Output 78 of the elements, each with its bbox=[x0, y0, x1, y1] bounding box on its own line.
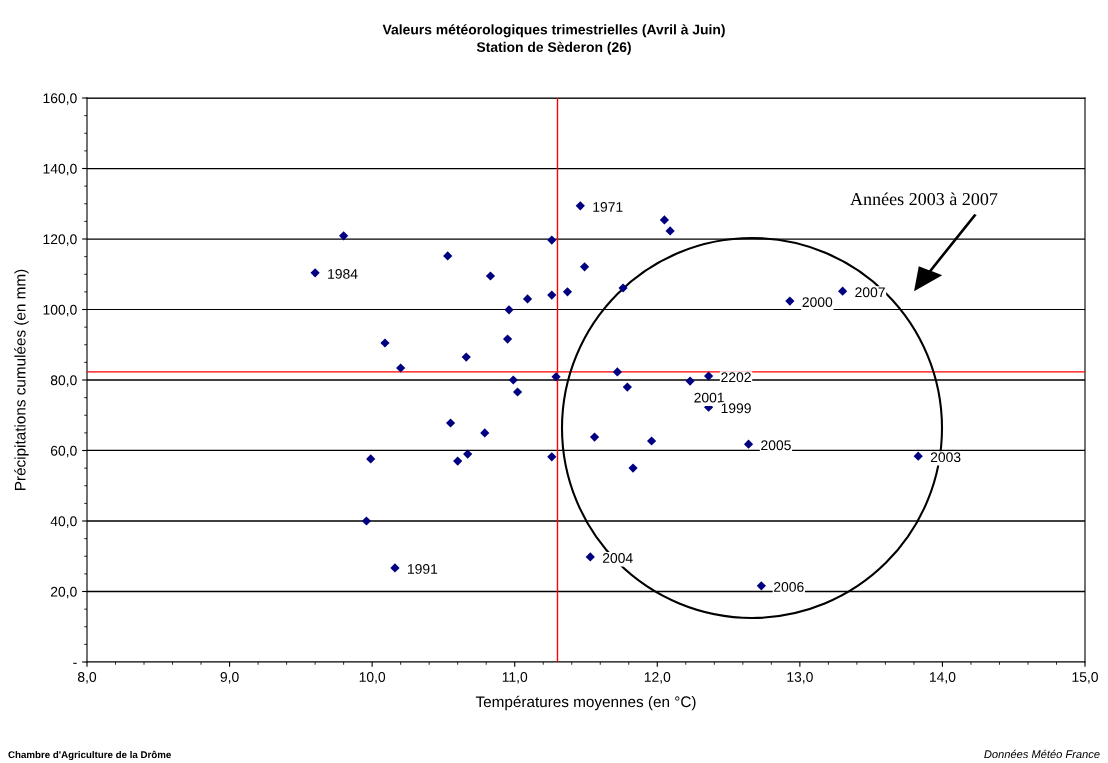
y-tick-label: 80,0 bbox=[50, 375, 77, 387]
point bbox=[704, 371, 714, 381]
point bbox=[508, 375, 518, 385]
point bbox=[366, 454, 376, 464]
y-tick-label: 20,0 bbox=[50, 586, 77, 599]
point bbox=[575, 201, 585, 211]
text: Données Météo France bbox=[984, 749, 1100, 759]
x-tick-label: 13,0 bbox=[787, 672, 813, 684]
point bbox=[512, 387, 523, 397]
chart-title: Valeurs météorologiques trimestrielles (Avril à Juin) bbox=[382, 24, 725, 38]
y-tick-label: 100,0 bbox=[43, 304, 77, 317]
point bbox=[547, 235, 557, 245]
point bbox=[504, 305, 514, 315]
point bbox=[445, 418, 456, 428]
point bbox=[685, 376, 695, 386]
point bbox=[396, 363, 406, 373]
point bbox=[628, 463, 638, 473]
point bbox=[838, 286, 848, 296]
x-tick-label: 11,0 bbox=[502, 672, 528, 684]
point bbox=[659, 215, 670, 225]
point bbox=[443, 251, 453, 261]
point bbox=[913, 451, 923, 461]
point bbox=[743, 439, 754, 449]
point bbox=[485, 271, 496, 281]
point bbox=[522, 294, 533, 304]
text: Chambre d'Agriculture de la Drôme bbox=[8, 750, 171, 761]
point bbox=[589, 432, 600, 442]
y-tick-label: 120,0 bbox=[43, 234, 77, 246]
point bbox=[310, 268, 320, 278]
point bbox=[622, 382, 632, 392]
y-axis-title: Précipitations cumulées (en mm) bbox=[14, 269, 29, 490]
point bbox=[502, 334, 513, 344]
x-tick-label: 9,0 bbox=[220, 672, 239, 684]
annotation: 2003 bbox=[930, 452, 961, 463]
x-tick-label: 8,0 bbox=[77, 672, 97, 684]
point bbox=[585, 552, 595, 562]
annotation: 1984 bbox=[328, 268, 358, 279]
point bbox=[463, 449, 473, 459]
chart-subtitle: Station de Sèderon (26) bbox=[476, 41, 631, 55]
x-tick-label: 10,0 bbox=[359, 672, 386, 684]
annotation: 2000 bbox=[802, 297, 833, 308]
point bbox=[665, 226, 675, 236]
point bbox=[380, 338, 390, 348]
annotation: 1991 bbox=[407, 564, 438, 574]
point bbox=[547, 452, 557, 462]
point bbox=[551, 372, 561, 382]
annotation: 1999 bbox=[721, 403, 751, 414]
x-axis-title: Températures moyennes (en °C) bbox=[475, 695, 696, 711]
annotation: 2004 bbox=[602, 553, 633, 563]
annotation: 2007 bbox=[855, 287, 885, 298]
y-tick-label: 160,0 bbox=[43, 93, 77, 105]
point bbox=[646, 436, 657, 446]
point bbox=[579, 262, 590, 272]
point bbox=[618, 283, 628, 293]
y-tick-label: 140,0 bbox=[43, 163, 77, 176]
y-tick-label: 60,0 bbox=[50, 445, 77, 458]
x-tick-label: 14,0 bbox=[929, 672, 956, 684]
annotation: Années 2003 à 2007 bbox=[850, 192, 998, 206]
point bbox=[480, 428, 490, 438]
point bbox=[612, 367, 622, 377]
annotation: 2202 bbox=[721, 372, 751, 383]
annotation: 2001 bbox=[694, 392, 724, 403]
point bbox=[390, 563, 400, 573]
point bbox=[453, 456, 463, 466]
annotation: 1971 bbox=[593, 202, 623, 212]
annotation: 2005 bbox=[761, 440, 791, 451]
y-tick-label: - bbox=[73, 662, 77, 664]
point bbox=[547, 290, 557, 300]
x-tick-label: 12,0 bbox=[644, 672, 671, 684]
point bbox=[785, 296, 795, 306]
point bbox=[461, 352, 471, 362]
point bbox=[361, 516, 372, 526]
x-tick-label: 15,0 bbox=[1072, 672, 1098, 684]
y-tick-label: 40,0 bbox=[50, 516, 77, 528]
point bbox=[562, 287, 573, 297]
annotation: 2006 bbox=[774, 582, 804, 592]
point bbox=[756, 581, 766, 591]
point bbox=[339, 231, 349, 241]
